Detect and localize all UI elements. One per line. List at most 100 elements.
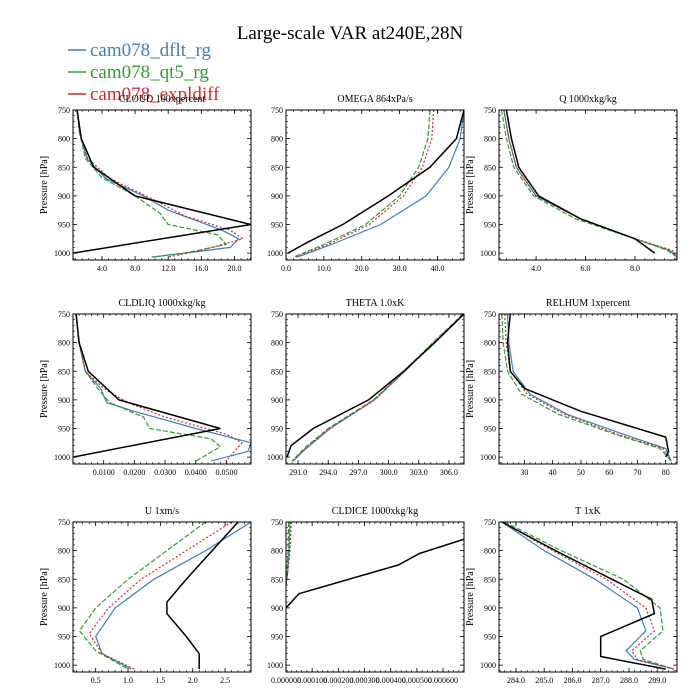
ytick-label: 750 [271, 310, 283, 319]
series-line-2 [292, 314, 464, 462]
figure-title: Large-scale VAR at240E,28N [237, 23, 464, 44]
series-line-1 [78, 522, 207, 670]
ytick-label: 1000 [267, 453, 283, 462]
panel-5: RELHUM 1xpercent Pressure [hPa] 750 800 850 9… [465, 298, 678, 477]
series-line-3 [287, 110, 464, 254]
ytick-label: 800 [58, 339, 70, 348]
ytick-label: 800 [58, 135, 70, 144]
xtick-label: 40.0 [430, 264, 444, 273]
xtick-label: 8.0 [630, 264, 640, 273]
panel-frame [72, 521, 252, 673]
xtick-label: 0.000200 [323, 676, 353, 685]
ytick-label: 900 [271, 604, 283, 613]
ytick-label: 900 [484, 604, 496, 613]
ytick-label: 750 [58, 518, 70, 527]
xtick-label: 0.5 [91, 676, 101, 685]
ytick-label: 950 [271, 425, 283, 434]
xtick-label: 0.0200 [123, 468, 145, 477]
ytick-label: 900 [58, 604, 70, 613]
ytick-label: 750 [484, 106, 496, 115]
xtick-label: 50 [577, 468, 585, 477]
panel-frame [498, 313, 678, 465]
ytick-label: 950 [484, 633, 496, 642]
panel-ylabel: Pressure [hPa] [465, 360, 476, 418]
series-line-3 [166, 522, 239, 670]
panel-frame [498, 109, 678, 261]
xtick-label: 294.0 [319, 468, 337, 477]
xtick-label: 0.000600 [428, 676, 458, 685]
panel-title: CLDLIQ 1000xkg/kg [119, 298, 206, 309]
panel-title: U 1xm/s [145, 506, 179, 517]
panel-0: CLOUD 100xpercent Pressure [hPa] 750 800 850… [39, 94, 252, 273]
xtick-label: 300.0 [380, 468, 398, 477]
xtick-label: 4.0 [531, 264, 541, 273]
panel-title: T 1xK [575, 506, 601, 517]
ytick-label: 950 [58, 425, 70, 434]
xtick-label: 30 [520, 468, 528, 477]
ytick-label: 950 [484, 425, 496, 434]
xtick-label: 0.000500 [402, 676, 432, 685]
series-line-1 [501, 314, 672, 462]
xtick-label: 0.000100 [297, 676, 327, 685]
series-line-2 [504, 314, 672, 462]
panel-frame [498, 521, 678, 673]
panel-2: Q 1000xkg/kg Pressure [hPa] 750 800 850 900 95… [465, 94, 678, 273]
ytick-label: 1000 [54, 453, 70, 462]
xtick-label: 12.0 [161, 264, 175, 273]
series-line-0 [292, 314, 464, 462]
panel-ylabel: Pressure [hPa] [39, 156, 50, 214]
series-line-3 [286, 314, 464, 458]
series-line-3 [505, 110, 656, 254]
ytick-label: 850 [58, 163, 70, 172]
ytick-label: 750 [58, 106, 70, 115]
ytick-label: 950 [58, 633, 70, 642]
panel-8: T 1xK Pressure [hPa] 750 800 850 900 950 1000 28… [465, 506, 678, 685]
legend-label-0: cam078_dflt_rg [90, 40, 212, 61]
panel-ylabel: Pressure [hPa] [39, 568, 50, 626]
ytick-label: 950 [58, 221, 70, 230]
xtick-label: 8.0 [130, 264, 140, 273]
series-line-3 [73, 314, 221, 458]
xtick-label: 0.000300 [350, 676, 380, 685]
xtick-label: 16.0 [194, 264, 208, 273]
ytick-label: 800 [484, 339, 496, 348]
ytick-label: 950 [271, 633, 283, 642]
xtick-label: 0.0300 [154, 468, 176, 477]
xtick-label: 2.5 [220, 676, 230, 685]
xtick-label: 10.0 [317, 264, 331, 273]
ytick-label: 850 [58, 367, 70, 376]
ytick-label: 800 [271, 135, 283, 144]
xtick-label: 70 [633, 468, 641, 477]
xtick-label: 286.0 [563, 676, 581, 685]
xtick-label: 1.0 [123, 676, 133, 685]
xtick-label: 0.000000 [271, 676, 301, 685]
series-line-2 [503, 110, 677, 258]
ytick-label: 800 [484, 135, 496, 144]
panel-title: RELHUM 1xpercent [546, 298, 630, 309]
xtick-label: 20.0 [227, 264, 241, 273]
series-line-1 [504, 522, 675, 670]
ytick-label: 1000 [54, 661, 70, 670]
series-line-2 [88, 522, 232, 670]
xtick-label: 306.0 [440, 468, 458, 477]
panel-7: CLDICE 1000xkg/kg 750 800 850 900 950 1000 0.00… [267, 506, 465, 685]
series-line-0 [501, 522, 675, 670]
ytick-label: 850 [484, 367, 496, 376]
ytick-label: 800 [271, 547, 283, 556]
series-line-1 [76, 110, 228, 258]
ytick-label: 1000 [267, 249, 283, 258]
ytick-label: 900 [271, 192, 283, 201]
series-line-0 [95, 522, 251, 670]
ytick-label: 900 [484, 192, 496, 201]
series-line-0 [506, 314, 672, 462]
series-line-1 [75, 314, 222, 462]
xtick-label: 284.0 [507, 676, 525, 685]
xtick-label: 291.0 [289, 468, 307, 477]
panel-ylabel: Pressure [hPa] [465, 568, 476, 626]
panels: CLOUD 100xpercent Pressure [hPa] 750 800 850… [39, 94, 678, 685]
legend-label-2: cam078_expldiff [90, 84, 220, 105]
series-line-1 [293, 110, 431, 258]
ytick-label: 850 [484, 575, 496, 584]
series-line-2 [295, 110, 435, 258]
panel-frame [285, 109, 465, 261]
